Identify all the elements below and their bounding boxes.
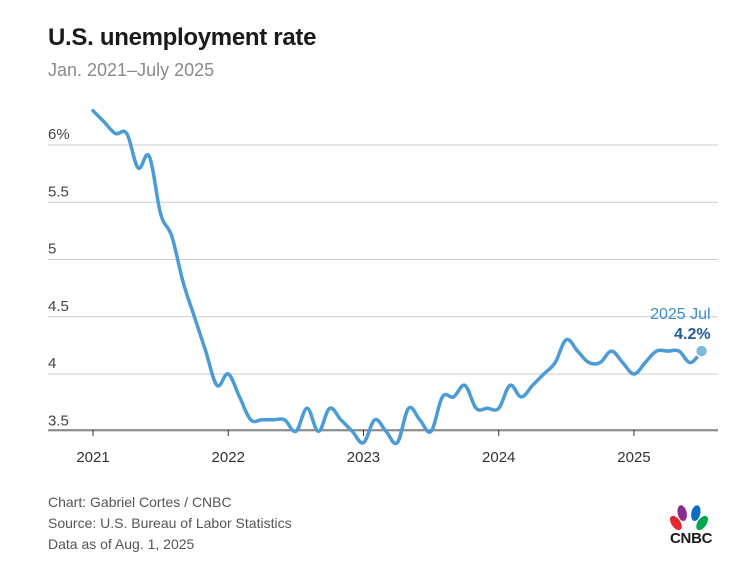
data-point bbox=[215, 383, 219, 387]
data-point bbox=[170, 235, 174, 239]
y-tick-label: 5.5 bbox=[48, 183, 69, 200]
credit-line: Chart: Gabriel Cortes / CNBC bbox=[48, 494, 232, 510]
data-point bbox=[688, 361, 692, 365]
x-tick-label: 2022 bbox=[212, 449, 245, 466]
line-chart: 3.5 4 4.5 5 5.5 6% 2021 2022 2023 2024 2025 2025 … bbox=[48, 108, 718, 466]
data-point bbox=[238, 395, 242, 399]
x-tick-label: 2025 bbox=[617, 449, 650, 466]
data-point bbox=[553, 361, 557, 365]
x-tick-label: 2023 bbox=[347, 449, 380, 466]
data-point bbox=[204, 349, 208, 353]
data-point bbox=[147, 154, 151, 158]
y-axis-labels: 3.5 4 4.5 5 5.5 6% bbox=[48, 126, 70, 429]
data-point bbox=[564, 338, 568, 342]
chart-title: U.S. unemployment rate bbox=[48, 24, 317, 51]
data-point bbox=[452, 395, 456, 399]
data-point bbox=[192, 315, 196, 319]
data-point bbox=[328, 406, 332, 410]
data-point bbox=[632, 372, 636, 376]
data-point bbox=[249, 418, 253, 422]
x-tick-label: 2021 bbox=[76, 449, 109, 466]
data-point bbox=[609, 349, 613, 353]
data-point bbox=[440, 395, 444, 399]
data-point bbox=[159, 212, 163, 216]
series-layer bbox=[91, 108, 704, 446]
data-point bbox=[463, 383, 467, 387]
data-point bbox=[587, 361, 591, 365]
data-point bbox=[114, 132, 118, 136]
unemployment-rate-line bbox=[91, 108, 704, 446]
source-line: Source: U.S. Bureau of Labor Statistics bbox=[48, 515, 292, 531]
data-point bbox=[102, 120, 106, 124]
data-point bbox=[373, 418, 377, 422]
annotation-date-label: 2025 Jul bbox=[650, 306, 711, 323]
data-point bbox=[316, 429, 320, 433]
data-point bbox=[395, 441, 399, 445]
chart-subtitle: Jan. 2021–July 2025 bbox=[48, 60, 215, 80]
data-point bbox=[542, 372, 546, 376]
data-point bbox=[384, 429, 388, 433]
data-point bbox=[598, 361, 602, 365]
data-point bbox=[260, 418, 264, 422]
data-point bbox=[519, 395, 523, 399]
data-point bbox=[508, 383, 512, 387]
y-tick-label: 5 bbox=[48, 241, 56, 258]
y-tick-label: 4.5 bbox=[48, 298, 69, 315]
data-point bbox=[407, 406, 411, 410]
data-point bbox=[361, 441, 365, 445]
annotation-layer: 2025 Jul 4.2% bbox=[650, 306, 711, 358]
data-point bbox=[497, 406, 501, 410]
cnbc-peacock-icon bbox=[670, 505, 708, 530]
data-point bbox=[643, 361, 647, 365]
y-tick-label: 3.5 bbox=[48, 412, 69, 429]
x-axis: 2021 2022 2023 2024 2025 bbox=[48, 429, 718, 466]
data-date-line: Data as of Aug. 1, 2025 bbox=[48, 536, 195, 552]
data-point bbox=[655, 349, 659, 353]
data-point bbox=[429, 429, 433, 433]
data-point bbox=[474, 406, 478, 410]
data-point bbox=[294, 429, 298, 433]
data-point bbox=[226, 372, 230, 376]
gridlines bbox=[48, 144, 718, 432]
x-tick-label: 2024 bbox=[482, 449, 515, 466]
data-point bbox=[677, 349, 681, 353]
data-point bbox=[485, 406, 489, 410]
chart-footer: Chart: Gabriel Cortes / CNBC Source: U.S… bbox=[48, 492, 292, 555]
data-point bbox=[666, 349, 670, 353]
data-point bbox=[125, 132, 129, 136]
data-point bbox=[531, 383, 535, 387]
annotation-value-label: 4.2% bbox=[674, 326, 710, 343]
cnbc-logo-text: CNBC bbox=[670, 530, 713, 547]
data-point bbox=[576, 349, 580, 353]
data-point bbox=[621, 361, 625, 365]
y-tick-label: 6% bbox=[48, 126, 70, 143]
data-point bbox=[339, 418, 343, 422]
data-point bbox=[271, 418, 275, 422]
data-point bbox=[181, 280, 185, 284]
data-point bbox=[283, 418, 287, 422]
data-point bbox=[305, 406, 309, 410]
latest-point-marker bbox=[694, 344, 709, 358]
data-point bbox=[91, 109, 95, 113]
data-point bbox=[418, 418, 422, 422]
data-point bbox=[136, 166, 140, 170]
y-tick-label: 4 bbox=[48, 355, 56, 372]
data-point bbox=[350, 429, 354, 433]
